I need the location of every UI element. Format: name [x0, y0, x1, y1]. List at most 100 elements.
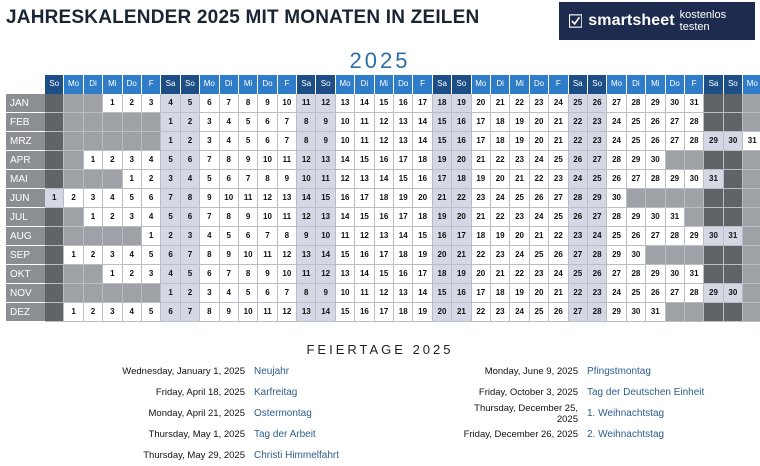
- holiday-name: 1. Weihnachtstag: [587, 408, 665, 419]
- empty-day-cell: [704, 94, 724, 113]
- empty-day-cell: [64, 265, 84, 284]
- weekday-header-cell: Sa: [161, 75, 181, 94]
- empty-day-cell: [665, 189, 685, 208]
- day-cell: 31: [684, 94, 705, 113]
- weekday-header-cell: F: [684, 75, 705, 94]
- day-cell: 3: [141, 265, 162, 284]
- day-cell: 22: [529, 170, 550, 189]
- empty-day-cell: [704, 113, 724, 132]
- day-cell: 31: [723, 227, 744, 246]
- day-cell: 28: [626, 265, 647, 284]
- day-cell: 16: [452, 113, 472, 132]
- day-cell: 4: [161, 265, 181, 284]
- day-cell: 28: [684, 284, 705, 303]
- smartsheet-cta-button[interactable]: smartsheet kostenlos testen: [559, 2, 755, 40]
- day-cell: 23: [587, 132, 608, 151]
- day-cell: 15: [432, 284, 453, 303]
- day-cell: 24: [568, 170, 588, 189]
- day-cell: 20: [529, 132, 550, 151]
- day-cell: 4: [122, 303, 142, 322]
- day-cell: 13: [394, 132, 414, 151]
- empty-day-cell: [665, 151, 685, 170]
- day-cell: 24: [607, 113, 627, 132]
- day-cell: 10: [258, 208, 278, 227]
- day-cell: 24: [549, 265, 569, 284]
- day-cell: 8: [238, 94, 259, 113]
- day-cell: 8: [297, 284, 317, 303]
- day-cell: 19: [452, 265, 472, 284]
- day-cell: 20: [529, 284, 550, 303]
- day-cell: 26: [549, 246, 569, 265]
- day-cell: 10: [335, 132, 356, 151]
- day-cell: 2: [180, 284, 201, 303]
- day-cell: 23: [510, 151, 530, 170]
- day-cell: 28: [684, 113, 705, 132]
- day-cell: 30: [723, 132, 744, 151]
- day-cell: 18: [490, 284, 511, 303]
- weekday-header-cell: Mo: [335, 75, 356, 94]
- day-cell: 13: [394, 284, 414, 303]
- month-label: FEB: [6, 113, 45, 132]
- empty-day-cell: [64, 227, 84, 246]
- day-cell: 18: [452, 170, 472, 189]
- day-cell: 12: [374, 113, 395, 132]
- day-cell: 21: [490, 94, 511, 113]
- day-cell: 14: [316, 303, 336, 322]
- empty-day-cell: [743, 227, 760, 246]
- day-cell: 3: [103, 303, 123, 322]
- empty-day-cell: [704, 265, 724, 284]
- day-cell: 13: [394, 113, 414, 132]
- month-row: APR 1 2 3 4 5 6 7 8 9 10 11 12 13 14 15 16 17 18 19 20 21 22 23…: [6, 151, 760, 170]
- day-cell: 24: [529, 151, 550, 170]
- day-cell: 4: [200, 227, 220, 246]
- day-cell: 23: [568, 227, 588, 246]
- day-cell: 25: [510, 189, 530, 208]
- day-cell: 11: [355, 132, 375, 151]
- day-cell: 7: [277, 132, 298, 151]
- holiday-date: Monday, April 21, 2025: [148, 408, 245, 419]
- empty-day-cell: [704, 246, 724, 265]
- empty-day-cell: [45, 132, 65, 151]
- day-cell: 11: [297, 94, 317, 113]
- month-label: AUG: [6, 227, 45, 246]
- weekday-header-cell: Mo: [200, 75, 220, 94]
- day-cell: 25: [549, 151, 569, 170]
- empty-day-cell: [122, 227, 142, 246]
- day-cell: 26: [568, 151, 588, 170]
- day-cell: 4: [161, 94, 181, 113]
- day-cell: 7: [161, 189, 181, 208]
- day-cell: 25: [568, 94, 588, 113]
- holiday-date: Friday, December 26, 2025: [463, 429, 578, 440]
- day-cell: 10: [297, 170, 317, 189]
- day-cell: 14: [297, 189, 317, 208]
- day-cell: 25: [568, 265, 588, 284]
- day-cell: 7: [180, 246, 201, 265]
- day-cell: 23: [490, 246, 511, 265]
- empty-day-cell: [743, 94, 760, 113]
- day-cell: 26: [626, 227, 647, 246]
- day-cell: 9: [219, 303, 239, 322]
- day-cell: 10: [238, 303, 259, 322]
- day-cell: 10: [335, 113, 356, 132]
- day-cell: 23: [549, 170, 569, 189]
- empty-day-cell: [83, 94, 104, 113]
- day-cell: 27: [646, 227, 666, 246]
- holiday-name: Pfingstmontag: [587, 366, 651, 377]
- day-cell: 27: [587, 208, 608, 227]
- day-cell: 11: [297, 265, 317, 284]
- day-cell: 12: [297, 151, 317, 170]
- day-cell: 3: [200, 113, 220, 132]
- day-cell: 28: [646, 170, 666, 189]
- day-cell: 28: [626, 94, 647, 113]
- day-cell: 4: [122, 246, 142, 265]
- weekday-header-cell: Sa: [432, 75, 453, 94]
- day-cell: 25: [626, 113, 647, 132]
- day-cell: 19: [490, 227, 511, 246]
- empty-day-cell: [723, 303, 744, 322]
- day-cell: 6: [141, 189, 162, 208]
- calendar-year: 2025: [349, 48, 411, 73]
- day-cell: 25: [626, 132, 647, 151]
- day-cell: 21: [452, 246, 472, 265]
- empty-day-cell: [45, 284, 65, 303]
- day-cell: 1: [103, 265, 123, 284]
